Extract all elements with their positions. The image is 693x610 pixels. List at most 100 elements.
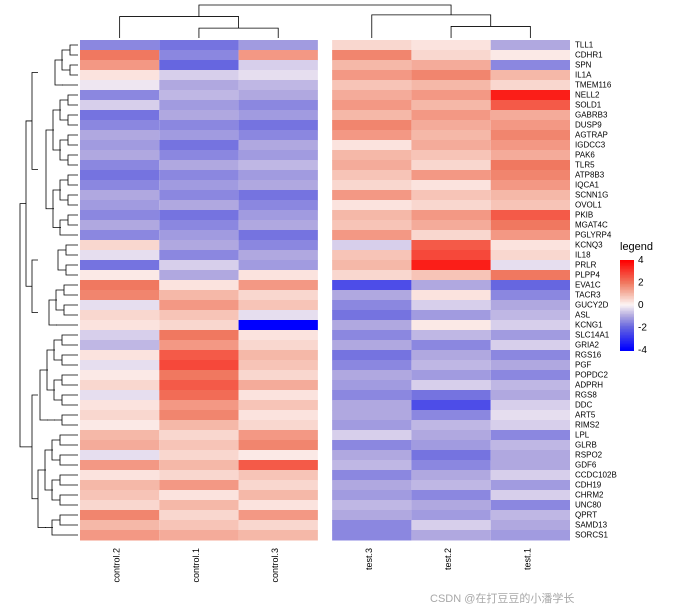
heatmap-cell [239, 240, 318, 251]
heatmap-cell [80, 220, 159, 231]
row-label: SCNN1G [575, 191, 608, 200]
heatmap-cell [411, 280, 490, 291]
heatmap-cell [411, 520, 490, 531]
heatmap-cell [239, 320, 318, 331]
row-label: LPL [575, 431, 590, 440]
heatmap-cell [411, 500, 490, 511]
heatmap-cell [239, 450, 318, 461]
heatmap-cell [80, 260, 159, 271]
heatmap-cell [491, 190, 570, 201]
heatmap-cell [239, 100, 318, 111]
heatmap-cell [239, 370, 318, 381]
heatmap-cell [411, 290, 490, 301]
row-label: ADPRH [575, 381, 603, 390]
row-label: TACR3 [575, 291, 601, 300]
heatmap-cell [239, 290, 318, 301]
heatmap-cell [332, 40, 411, 51]
column-label: control.3 [270, 548, 280, 583]
heatmap-cell [332, 90, 411, 101]
heatmap-cell [491, 100, 570, 111]
heatmap-cell [332, 130, 411, 141]
row-label: GABRB3 [575, 111, 608, 120]
heatmap-cell [80, 280, 159, 291]
heatmap-cell [491, 70, 570, 81]
heatmap-cell [491, 110, 570, 121]
heatmap-cell [159, 290, 238, 301]
heatmap-cell [332, 410, 411, 421]
heatmap-cell [80, 430, 159, 441]
heatmap-cell [159, 170, 238, 181]
heatmap-cell [332, 120, 411, 131]
heatmap-cell [159, 130, 238, 141]
legend-swatch [620, 349, 634, 352]
row-label: MGAT4C [575, 221, 608, 230]
heatmap-cell [491, 150, 570, 161]
row-label: PRLR [575, 261, 597, 270]
heatmap-cell [411, 340, 490, 351]
heatmap-cell [332, 80, 411, 91]
row-label: GLRB [575, 441, 597, 450]
heatmap-cell [491, 220, 570, 231]
heatmap-cell [411, 160, 490, 171]
row-label: PGLYRP4 [575, 231, 612, 240]
heatmap-cell [239, 400, 318, 411]
heatmap-cell [491, 80, 570, 91]
heatmap-cell [491, 490, 570, 501]
heatmap-cell [332, 110, 411, 121]
heatmap-cell [332, 300, 411, 311]
heatmap-cell [491, 380, 570, 391]
heatmap-cell [239, 500, 318, 511]
heatmap-cell [239, 350, 318, 361]
heatmap-cell [491, 290, 570, 301]
heatmap-cell [239, 260, 318, 271]
heatmap-cell [80, 490, 159, 501]
row-label: NELL2 [575, 91, 600, 100]
row-label: TLR5 [575, 161, 595, 170]
heatmap-cell [159, 60, 238, 71]
row-label: KCNQ3 [575, 241, 603, 250]
heatmap-cell [411, 420, 490, 431]
heatmap-cell [332, 470, 411, 481]
heatmap-cell [491, 250, 570, 261]
heatmap-cell [411, 50, 490, 61]
heatmap-cell [491, 340, 570, 351]
heatmap-cell [159, 70, 238, 81]
row-label: SPN [575, 61, 592, 70]
heatmap-cell [239, 200, 318, 211]
row-label: PKIB [575, 211, 593, 220]
heatmap-cell [239, 390, 318, 401]
heatmap-cell [80, 360, 159, 371]
heatmap-cell [491, 90, 570, 101]
row-label: OVOL1 [575, 201, 602, 210]
row-label: RSPO2 [575, 451, 603, 460]
heatmap-cell [80, 370, 159, 381]
heatmap-cell [80, 150, 159, 161]
heatmap-cell [239, 420, 318, 431]
heatmap-cell [332, 150, 411, 161]
heatmap-cell [411, 460, 490, 471]
heatmap-cell [80, 410, 159, 421]
heatmap-cell [239, 310, 318, 321]
heatmap-cell [80, 130, 159, 141]
row-label: RGS8 [575, 391, 597, 400]
heatmap-cell [159, 330, 238, 341]
column-label: test.3 [364, 548, 374, 570]
heatmap-cell [411, 430, 490, 441]
heatmap-cell [159, 240, 238, 251]
heatmap-cell [159, 80, 238, 91]
watermark: CSDN @在打豆豆的小潘学长 [430, 591, 574, 605]
heatmap-cell [159, 420, 238, 431]
heatmap-cell [411, 350, 490, 361]
heatmap-cell [332, 520, 411, 531]
row-label: SAMD13 [575, 521, 608, 530]
heatmap-cell [80, 200, 159, 211]
heatmap-cell [491, 280, 570, 291]
heatmap-cell [239, 300, 318, 311]
heatmap-cell [332, 340, 411, 351]
heatmap-cell [411, 250, 490, 261]
heatmap-cell [332, 220, 411, 231]
heatmap-cell [491, 410, 570, 421]
heatmap-cell [159, 470, 238, 481]
heatmap-cell [80, 190, 159, 201]
heatmap-cell [80, 520, 159, 531]
